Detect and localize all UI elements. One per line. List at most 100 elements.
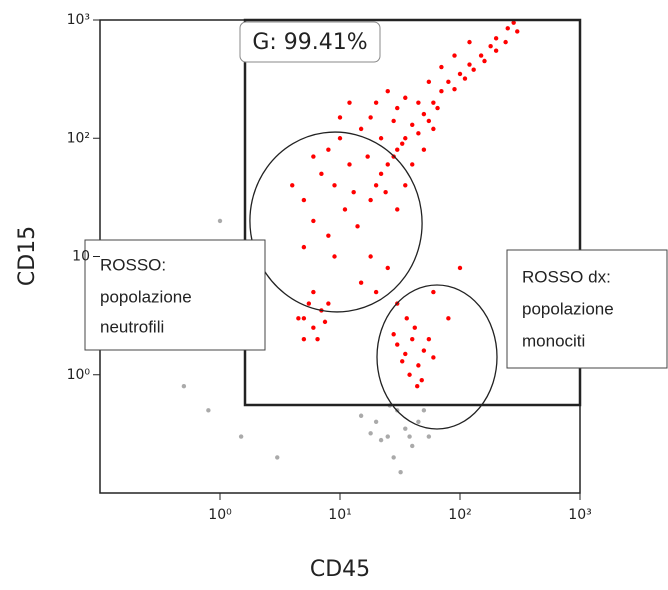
- point: [383, 189, 388, 195]
- point: [452, 86, 457, 92]
- point: [337, 115, 343, 120]
- point: [431, 355, 436, 360]
- point: [395, 207, 400, 212]
- point: [467, 39, 472, 45]
- point: [378, 136, 384, 141]
- point: [368, 254, 373, 259]
- point: [332, 183, 337, 188]
- point: [365, 154, 370, 159]
- point: [311, 218, 316, 224]
- point: [421, 408, 427, 413]
- gate: [243, 18, 582, 407]
- point: [439, 64, 444, 70]
- point: [358, 280, 364, 285]
- point: [368, 431, 373, 436]
- point: [515, 29, 520, 34]
- point: [368, 115, 373, 120]
- point: [368, 197, 373, 203]
- point: [395, 105, 400, 111]
- point: [347, 100, 352, 105]
- point: [398, 469, 403, 475]
- point: [426, 336, 432, 342]
- point: [478, 53, 484, 58]
- point: [415, 384, 420, 389]
- point: [326, 147, 331, 152]
- point: [326, 233, 331, 238]
- point: [296, 316, 301, 321]
- point: [412, 325, 417, 330]
- annotation-line: popolazione: [100, 287, 192, 306]
- point: [206, 408, 211, 413]
- point: [493, 36, 499, 41]
- point: [373, 100, 379, 105]
- point: [416, 100, 421, 105]
- point: [306, 301, 312, 306]
- annotation-line: ROSSO dx:: [522, 267, 611, 286]
- y-tick-label: 10⁰: [67, 367, 91, 383]
- gate-label-box: [239, 21, 381, 63]
- point: [407, 434, 412, 439]
- point: [439, 88, 444, 94]
- x-tick-label: 10³: [568, 507, 591, 523]
- point: [395, 147, 400, 152]
- point: [319, 171, 324, 177]
- point: [467, 62, 472, 67]
- point: [290, 183, 295, 188]
- point: [238, 434, 244, 439]
- point: [217, 218, 223, 224]
- point: [385, 434, 390, 439]
- point: [391, 332, 396, 337]
- point: [488, 44, 493, 49]
- point: [493, 48, 499, 53]
- point: [301, 316, 307, 321]
- point: [410, 443, 415, 449]
- point: [431, 100, 436, 105]
- x-tick-label: 10⁰: [208, 507, 232, 523]
- point: [426, 434, 432, 439]
- point: [457, 71, 463, 77]
- point: [373, 289, 379, 295]
- point: [452, 53, 457, 58]
- point: [403, 351, 408, 357]
- point: [404, 316, 409, 321]
- monocyte-ellipse: [376, 284, 498, 430]
- annotation-line: neutrofili: [100, 317, 164, 336]
- point: [358, 413, 364, 418]
- point: [431, 126, 436, 132]
- point: [471, 67, 476, 72]
- point: [311, 154, 316, 159]
- point: [275, 455, 280, 460]
- point: [403, 426, 408, 431]
- point: [421, 348, 427, 353]
- point: [337, 136, 343, 141]
- y-axis-label: CD15: [15, 226, 40, 286]
- point: [446, 79, 451, 85]
- point: [431, 289, 436, 295]
- point: [378, 171, 384, 177]
- point: [355, 224, 360, 229]
- point: [426, 118, 432, 124]
- point: [326, 301, 331, 306]
- point: [435, 105, 440, 111]
- point: [311, 325, 316, 330]
- point: [416, 131, 421, 136]
- points: [155, 20, 520, 475]
- point: [400, 359, 405, 364]
- annotation-line: monociti: [522, 331, 585, 350]
- point: [421, 147, 427, 152]
- point: [391, 455, 396, 460]
- point: [385, 88, 390, 94]
- point: [410, 162, 415, 167]
- annotation-line: ROSSO:: [100, 255, 166, 274]
- point: [416, 419, 421, 425]
- point: [347, 162, 352, 167]
- point: [482, 58, 487, 64]
- point: [385, 265, 390, 271]
- y-tick-label: 10³: [67, 12, 90, 28]
- point: [322, 319, 328, 325]
- point: [410, 336, 415, 342]
- point: [358, 126, 364, 132]
- y-tick-label: 10: [72, 249, 90, 265]
- point: [505, 26, 510, 31]
